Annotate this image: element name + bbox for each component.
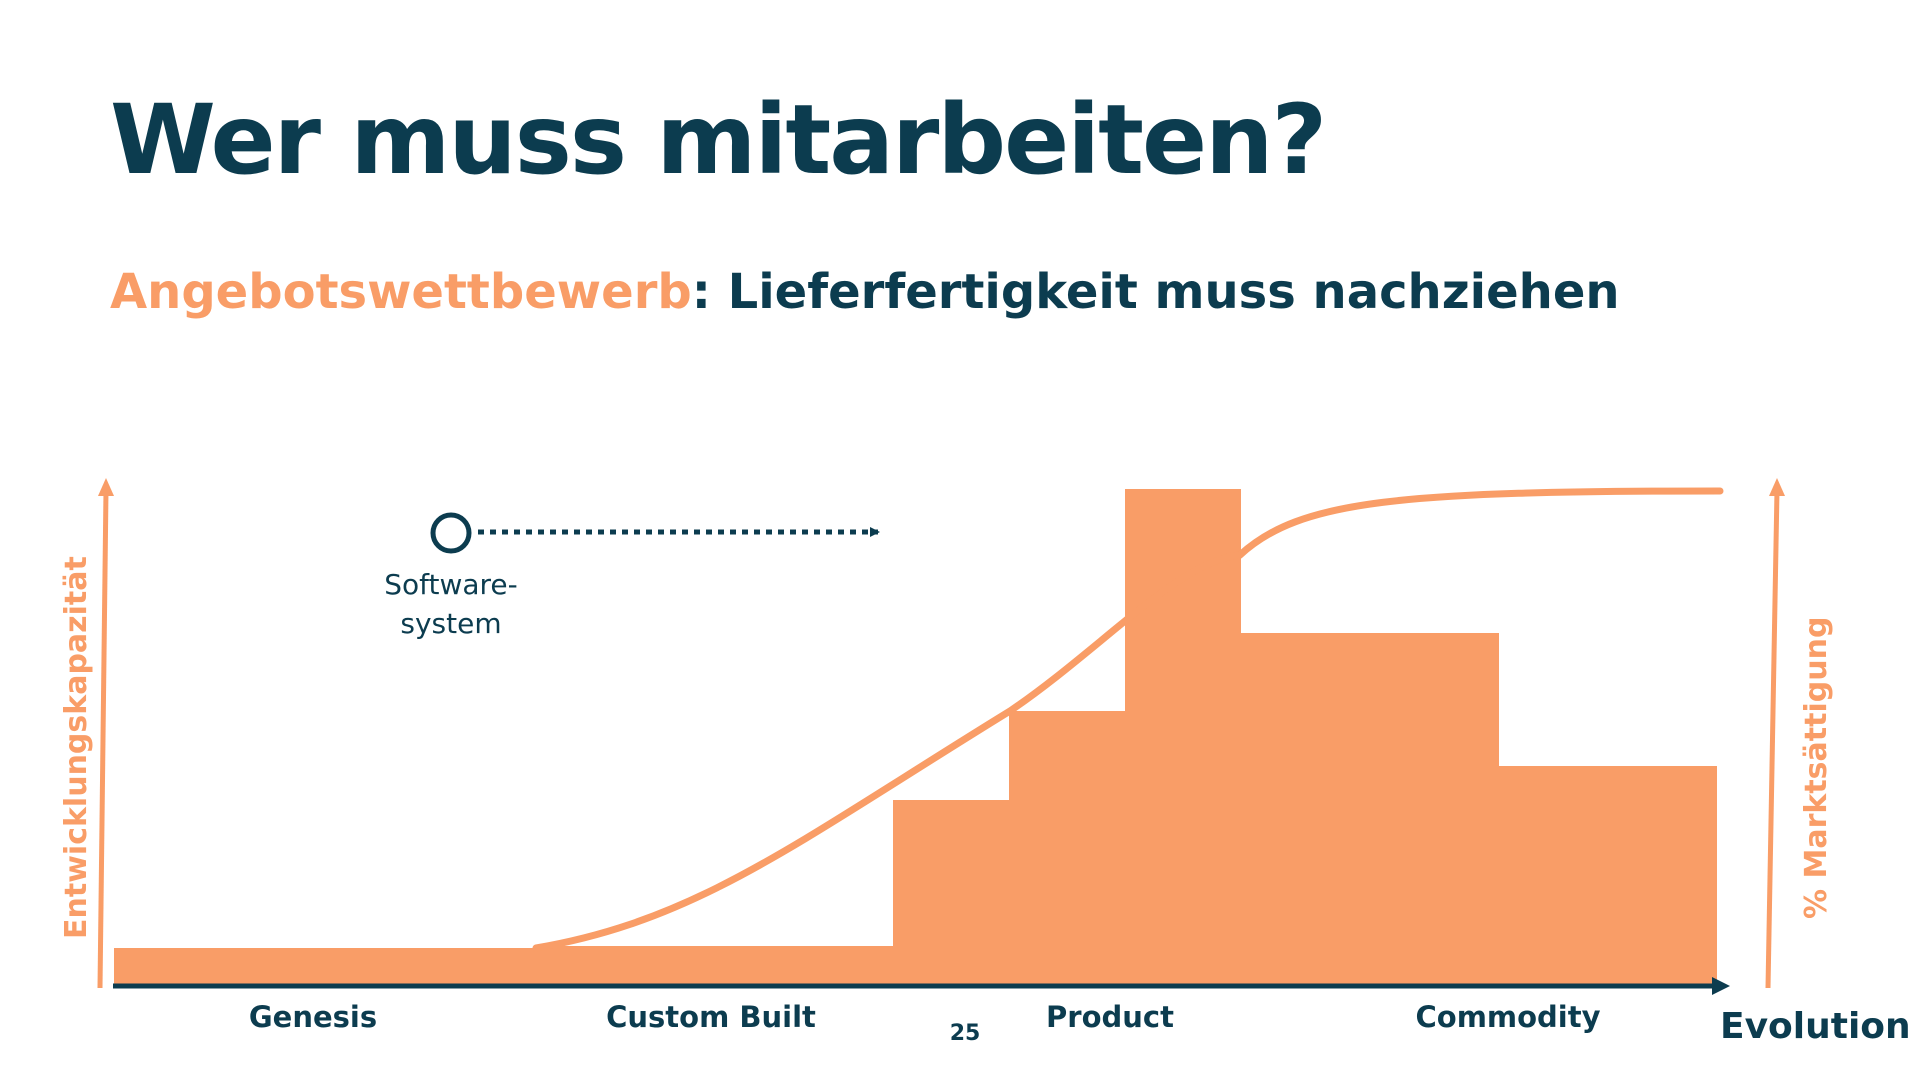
capacity-bar-custom-built (536, 946, 894, 988)
market-saturation-curve (532, 487, 1724, 952)
software-system-marker-icon (430, 512, 472, 554)
capacity-bar-genesis (114, 948, 536, 988)
x-category-custom-built: Custom Built (606, 1000, 816, 1034)
slide-title: Wer muss mitarbeiten? (110, 84, 1327, 196)
x-category-product: Product (1046, 1000, 1174, 1034)
left-axis-arrowhead (98, 478, 114, 496)
left-y-axis (97, 478, 114, 989)
subtitle-rest: : Lieferfertigkeit muss nachziehen (691, 264, 1620, 320)
capacity-bar-product-peak (1125, 489, 1241, 988)
marker-label-line2: system (400, 607, 501, 640)
right-y-axis-label: % Marktsättigung (1799, 617, 1834, 919)
page-number: 25 (950, 1021, 981, 1046)
capacity-bars (114, 489, 1717, 988)
x-axis-label: Evolution (1720, 1006, 1911, 1047)
x-category-commodity: Commodity (1415, 1000, 1600, 1034)
subtitle-accent: Angebotswettbewerb (110, 264, 692, 320)
capacity-bar-product-mid (1009, 711, 1126, 988)
right-axis-arrowhead (1769, 478, 1785, 496)
x-category-genesis: Genesis (249, 1000, 377, 1034)
capacity-bar-product-early (893, 800, 1010, 988)
slide-subtitle: Angebotswettbewerb: Lieferfertigkeit mus… (110, 268, 1620, 316)
left-y-axis-label: Entwicklungskapazität (59, 556, 94, 939)
capacity-bar-commodity-early (1240, 633, 1499, 988)
capacity-bar-commodity-late (1498, 766, 1717, 988)
x-axis-arrowhead (1712, 977, 1730, 995)
right-y-axis (1765, 478, 1785, 989)
marker-label-line1: Software- (384, 568, 518, 601)
x-axis (113, 977, 1730, 995)
